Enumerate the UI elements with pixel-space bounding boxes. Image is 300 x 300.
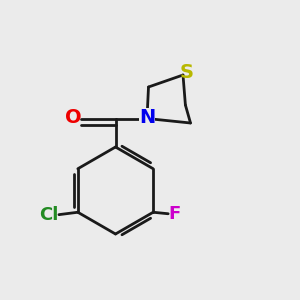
Text: F: F [168, 205, 180, 223]
Text: O: O [65, 108, 82, 128]
Text: S: S [180, 63, 194, 82]
Text: N: N [139, 108, 155, 128]
Text: Cl: Cl [39, 206, 58, 224]
